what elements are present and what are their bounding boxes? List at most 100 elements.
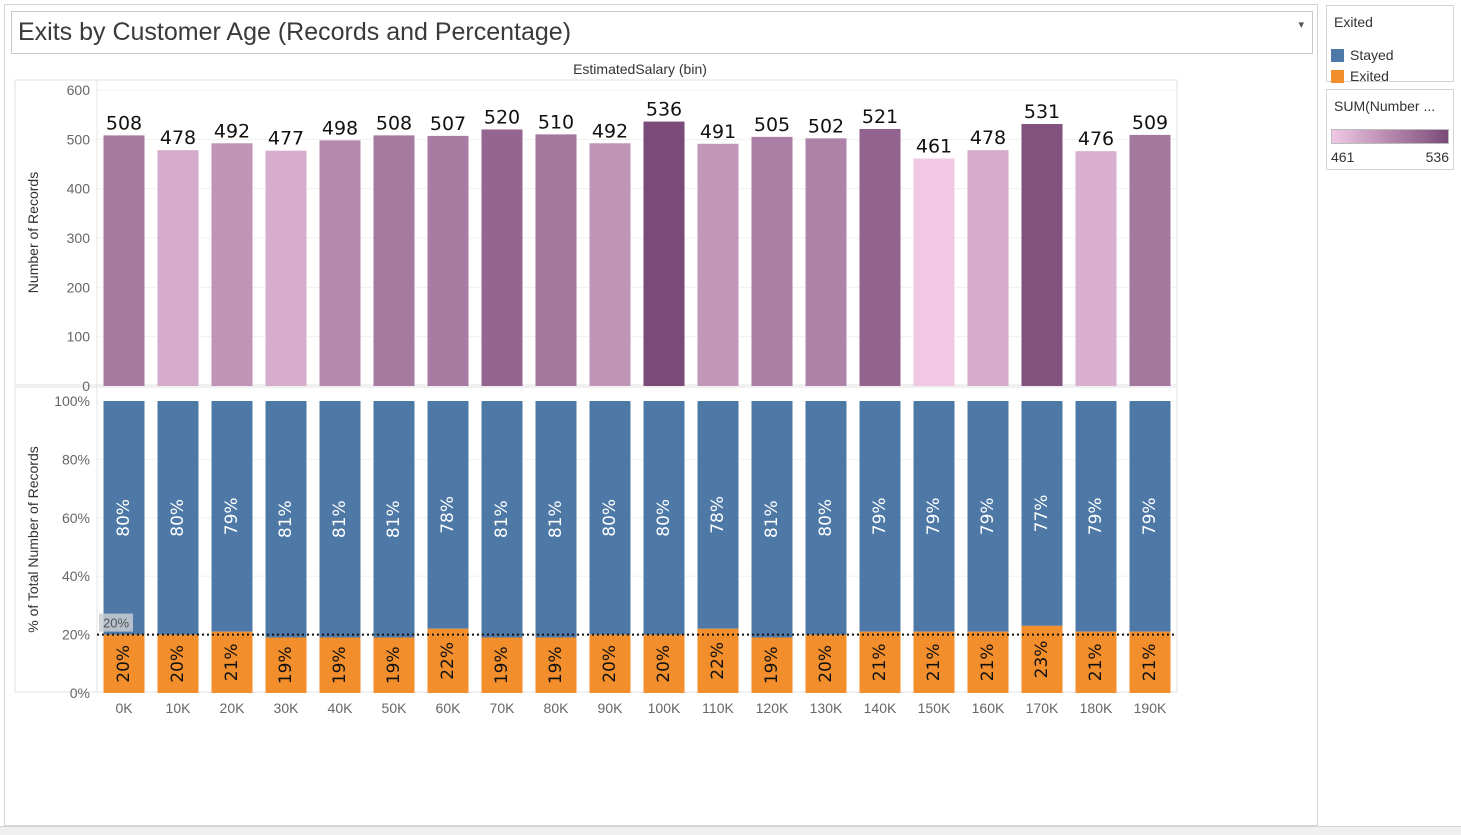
bar-value-label: 476: [1078, 128, 1114, 150]
stayed-pct-label: 81%: [762, 500, 782, 538]
exited-bar: [913, 631, 955, 693]
legend-item-exited[interactable]: Exited: [1331, 68, 1389, 84]
dashboard-title-box: Exits by Customer Age (Records and Perce…: [11, 11, 1313, 54]
stayed-bar: [535, 401, 577, 638]
bar-value-label: 477: [268, 128, 304, 150]
record-bar: [913, 158, 955, 386]
stayed-pct-label: 81%: [330, 500, 350, 538]
record-bar: [1021, 124, 1063, 386]
bar-value-label: 492: [592, 120, 628, 142]
record-bar: [373, 135, 415, 386]
record-bar: [427, 135, 469, 386]
stayed-bar: [481, 401, 523, 638]
stayed-pct-label: 80%: [168, 499, 188, 537]
exited-bar: [427, 628, 469, 693]
record-bar: [211, 143, 253, 386]
bar-value-label: 520: [484, 106, 520, 128]
stayed-swatch: [1331, 48, 1344, 62]
legend-item-stayed[interactable]: Stayed: [1331, 47, 1394, 63]
y-tick-label: 0: [82, 378, 90, 394]
bar-value-label: 461: [916, 136, 952, 158]
exited-pct-label: 22%: [708, 642, 728, 680]
exited-pct-label: 23%: [1032, 641, 1052, 679]
record-bar: [481, 129, 523, 386]
stayed-bar: [103, 401, 145, 635]
chevron-down-icon[interactable]: ▾: [1298, 19, 1304, 31]
stayed-pct-label: 80%: [114, 499, 134, 537]
x-tick-label: 40K: [328, 700, 354, 716]
y-tick-label: 400: [67, 181, 91, 197]
bar-value-label: 502: [808, 115, 844, 137]
bar-value-label: 508: [376, 112, 412, 134]
exited-swatch: [1331, 69, 1344, 83]
y-tick-label: 600: [67, 82, 91, 98]
y-tick-label: 0%: [70, 685, 90, 701]
record-bar: [103, 135, 145, 386]
y-tick-label: 500: [67, 131, 91, 147]
stayed-pct-label: 79%: [870, 497, 890, 535]
stayed-pct-label: 78%: [708, 496, 728, 534]
x-tick-label: 140K: [864, 700, 897, 716]
x-tick-label: 130K: [810, 700, 843, 716]
exited-pct-label: 22%: [438, 642, 458, 680]
stayed-pct-label: 81%: [546, 500, 566, 538]
exited-bar: [103, 634, 145, 693]
reference-label-bg: [99, 613, 133, 632]
gradient-max-label: 536: [1425, 149, 1449, 165]
exited-bar: [751, 637, 793, 693]
exited-pct-label: 20%: [600, 645, 620, 683]
stayed-pct-label: 77%: [1032, 495, 1052, 533]
stayed-bar: [1129, 401, 1171, 632]
y-tick-label: 40%: [62, 568, 90, 584]
exited-bar: [805, 634, 847, 693]
stayed-bar: [859, 401, 901, 632]
bar-value-label: 510: [538, 111, 574, 133]
exited-pct-label: 19%: [276, 646, 296, 684]
stayed-pct-label: 81%: [384, 500, 404, 538]
record-bar: [157, 150, 199, 386]
stayed-pct-label: 78%: [438, 496, 458, 534]
y-tick-label: 80%: [62, 451, 90, 467]
bar-value-label: 505: [754, 114, 790, 136]
bar-value-label: 491: [700, 121, 736, 143]
bar-value-label: 478: [970, 127, 1006, 149]
stayed-pct-label: 79%: [1086, 497, 1106, 535]
stayed-bar: [805, 401, 847, 635]
record-bar: [319, 140, 361, 386]
stayed-bar: [967, 401, 1009, 632]
x-tick-label: 0K: [115, 700, 133, 716]
x-tick-label: 170K: [1026, 700, 1059, 716]
record-bar: [697, 143, 739, 386]
record-bar: [643, 121, 685, 386]
gradient-legend: SUM(Number ... 461 536: [1326, 89, 1454, 170]
bar-value-label: 509: [1132, 112, 1168, 134]
x-tick-label: 50K: [382, 700, 408, 716]
exited-bar: [319, 637, 361, 693]
stayed-bar: [157, 401, 199, 635]
chart-area: 0 100 200 300 400 500 600 0% 20% 40% 60% 80% 100% Num…: [14, 79, 1178, 716]
x-tick-label: 60K: [436, 700, 462, 716]
exited-pct-label: 19%: [330, 646, 350, 684]
bar-value-label: 507: [430, 113, 466, 135]
x-tick-label: 120K: [756, 700, 789, 716]
exited-pct-label: 21%: [1086, 643, 1106, 681]
exited-pct-label: 21%: [924, 643, 944, 681]
x-axis-title: EstimatedSalary (bin): [573, 61, 707, 77]
exited-pct-label: 19%: [492, 646, 512, 684]
y-axis-title-top: Number of Records: [25, 172, 41, 293]
exited-bar: [211, 631, 253, 693]
dashboard-frame: [4, 4, 1318, 826]
x-tick-label: 180K: [1080, 700, 1113, 716]
record-bar: [535, 134, 577, 386]
exited-pct-label: 21%: [978, 643, 998, 681]
x-tick-label: 110K: [702, 700, 734, 716]
legend-label-stayed: Stayed: [1350, 47, 1394, 63]
stayed-pct-label: 79%: [978, 497, 998, 535]
y-tick-label: 100%: [54, 393, 90, 409]
record-bar: [589, 143, 631, 386]
exited-bar: [265, 637, 307, 693]
y-tick-label: 300: [67, 230, 91, 246]
x-tick-label: 150K: [918, 700, 951, 716]
exited-bar: [643, 634, 685, 693]
stayed-bar: [265, 401, 307, 638]
